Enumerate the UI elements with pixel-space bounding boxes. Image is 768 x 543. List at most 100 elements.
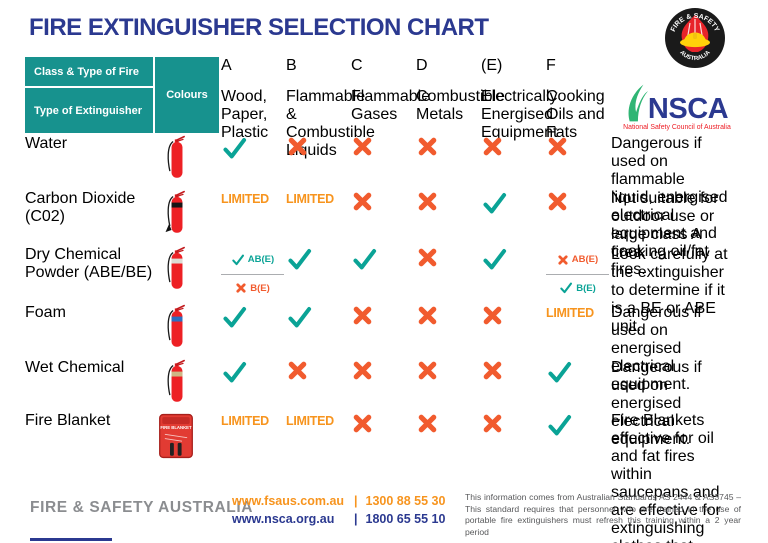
note-text: Dangerous if used on energised electrica…: [611, 359, 702, 448]
rating-cell: [481, 359, 544, 410]
check-icon: [223, 138, 247, 159]
rating-cell: [351, 304, 414, 357]
note-cell: Dangerous if used on energised electrica…: [611, 304, 729, 393]
rating-cell: [416, 135, 479, 188]
rating-cell: LIMITED: [286, 412, 349, 478]
check-icon: [548, 415, 572, 436]
header-class-desc-1: Flammable & Combustible Liquids: [286, 88, 375, 159]
cross-icon: [558, 255, 568, 265]
rating-cell: [481, 304, 544, 357]
rating-cell: [546, 135, 609, 188]
header-type-of-extinguisher: Type of Extinguisher: [25, 88, 153, 133]
rating-cell: [286, 135, 349, 188]
rating-cell: [546, 190, 609, 244]
check-icon: [483, 249, 507, 270]
header-class-letter-0: A: [221, 57, 232, 74]
check-icon: [232, 254, 244, 265]
cross-icon: [353, 414, 372, 433]
cross-icon: [483, 414, 502, 433]
extinguisher-image-cell: FIRE BLANKET: [155, 412, 219, 478]
header-class-letter-5: F: [546, 57, 556, 74]
limited-badge: LIMITED: [286, 192, 334, 206]
cross-icon: [236, 283, 246, 293]
header-colours: Colours: [155, 57, 219, 133]
rating-cell: [481, 412, 544, 478]
rating-cell: AB(E) B(E): [546, 246, 609, 302]
header-class-letter-4: (E): [481, 57, 503, 74]
cross-icon: [483, 361, 502, 380]
extinguisher-icon: [167, 246, 185, 289]
rating-cell: [221, 304, 284, 357]
cross-icon: [548, 192, 567, 211]
extinguisher-icon: [167, 359, 185, 402]
rating-cell: [221, 359, 284, 410]
rating-cell: [416, 190, 479, 244]
fsaus-url: www.fsaus.com.au: [232, 494, 345, 508]
rating-cell: [546, 412, 609, 478]
rating-cell: LIMITED: [221, 412, 284, 478]
extinguisher-image-cell: [155, 190, 219, 244]
limited-badge: LIMITED: [286, 414, 334, 428]
cross-icon: [483, 306, 502, 325]
row-label: Fire Blanket: [25, 412, 111, 429]
check-icon: [548, 362, 572, 383]
note-cell: Not suitable for outdoor use or large cl…: [611, 190, 729, 261]
split-check-entry: AB(E): [221, 246, 284, 274]
check-icon: [288, 249, 312, 270]
nsca-logo-subtext: National Safety Council of Australia: [623, 124, 731, 131]
cross-icon: [418, 414, 437, 433]
cross-icon: [418, 361, 437, 380]
note-text: Not suitable for outdoor use or large cl…: [611, 190, 719, 261]
page-title: FIRE EXTINGUISHER SELECTION CHART: [29, 14, 489, 41]
rating-cell: [351, 246, 414, 302]
split-check-entry: B(E): [546, 273, 609, 303]
note-text: Fire Blankets effective for oil and fat …: [611, 412, 721, 543]
fsaus-phone: 1300 88 55 30: [365, 494, 446, 508]
extinguisher-icon: [165, 190, 185, 233]
rating-cell: [351, 412, 414, 478]
header-class-letter-1: B: [286, 57, 297, 74]
note-cell: Dangerous if used on flammable liquid, e…: [611, 135, 729, 278]
check-icon: [560, 282, 573, 294]
rating-cell: [286, 246, 349, 302]
cross-icon: [548, 137, 567, 156]
row-label: Water: [25, 135, 68, 152]
limited-badge: LIMITED: [546, 306, 594, 320]
header-class-desc-2: Flammable Gases: [351, 88, 431, 123]
note-cell: Look carefully at the extinguisher to de…: [611, 246, 729, 335]
rating-cell: [416, 412, 479, 478]
header-class-desc-4: Electrically Energised Equipment: [481, 88, 558, 141]
nsca-url: www.nsca.org.au: [232, 512, 335, 527]
split-cross-entry: B(E): [221, 273, 284, 303]
cross-icon: [288, 361, 307, 380]
nsca-swoosh-icon: [628, 84, 648, 122]
row-label: Foam: [25, 304, 66, 321]
rating-cell: AB(E) B(E): [221, 246, 284, 302]
cross-icon: [288, 137, 307, 156]
divider-pipe: |: [354, 494, 358, 508]
check-icon: [223, 362, 247, 383]
cross-icon: [353, 306, 372, 325]
cross-icon: [353, 361, 372, 380]
extinguisher-image-cell: [155, 359, 219, 410]
rating-cell: [416, 359, 479, 410]
cross-icon: [353, 137, 372, 156]
extinguisher-image-cell: [155, 135, 219, 188]
divider-pipe: |: [354, 512, 358, 527]
rating-cell: [481, 246, 544, 302]
note-text: Dangerous if used on energised electrica…: [611, 304, 702, 393]
rating-cell: [351, 190, 414, 244]
rating-cell: [416, 304, 479, 357]
nsca-logo-word: NSCA: [647, 92, 729, 125]
row-label: Carbon Dioxide (C02): [25, 190, 136, 225]
extinguisher-icon: [167, 135, 185, 178]
split-cross-entry: AB(E): [546, 246, 609, 274]
rating-cell: [351, 135, 414, 188]
header-class-letter-2: C: [351, 57, 363, 74]
rating-cell: [416, 246, 479, 302]
rating-cell: LIMITED: [286, 190, 349, 244]
cross-icon: [483, 137, 502, 156]
header-class-desc-3: Combustible Metals: [416, 88, 505, 123]
header-class-desc-5: Cooking Oils and Fats: [546, 88, 605, 141]
header-class-desc-0: Wood, Paper, Plastic: [221, 88, 269, 141]
